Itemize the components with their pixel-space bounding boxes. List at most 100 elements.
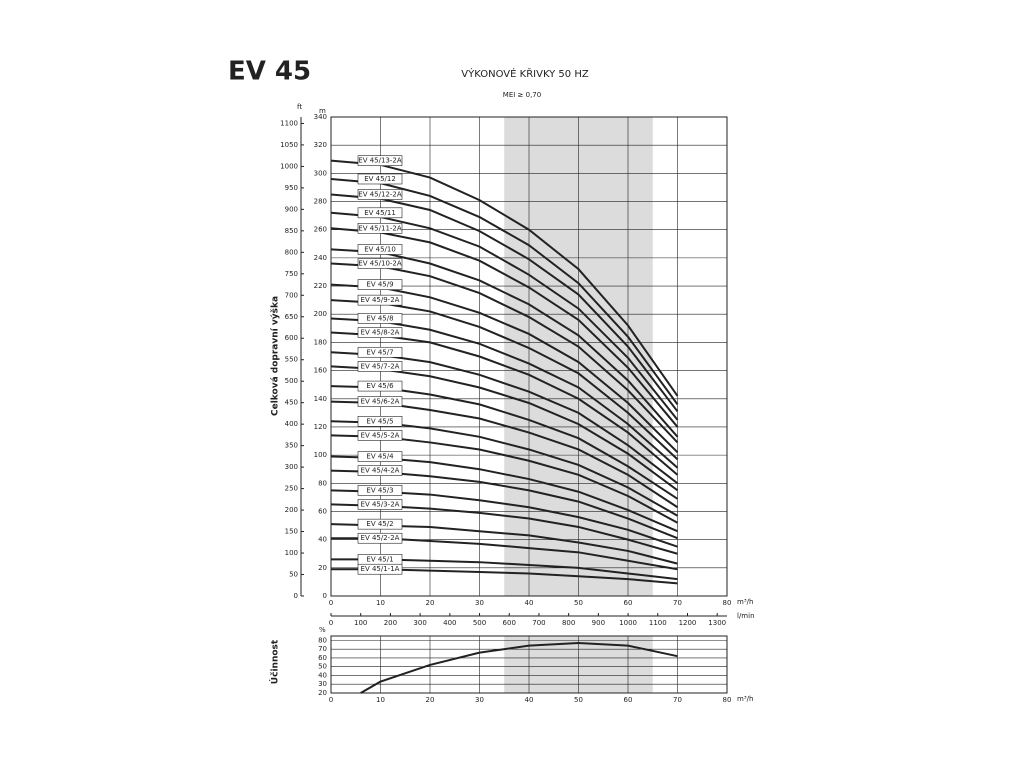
x2-tick-label: 100	[354, 619, 367, 627]
x-unit: m³/h	[737, 598, 753, 606]
y-tick-label: 240	[314, 254, 327, 262]
y2-tick-label: 350	[285, 442, 298, 450]
x2-unit: l/min	[737, 612, 755, 620]
curve-label: EV 45/1-1A	[361, 565, 400, 573]
curve-label-box	[357, 396, 403, 407]
x2-tick-label: 200	[384, 619, 397, 627]
x-tick-label: 30	[475, 599, 484, 607]
y2-tick-label: 700	[285, 291, 298, 299]
curve-label-box	[357, 430, 403, 441]
y2-tick-label: 150	[285, 528, 298, 536]
y-axis-label: Účinnost	[269, 639, 281, 684]
curve	[330, 193, 679, 413]
x2-tick-label: 1200	[679, 619, 697, 627]
x-tick-label: 70	[673, 599, 682, 607]
y-tick-label: 160	[314, 367, 327, 375]
curve-label: EV 45/2	[366, 520, 393, 528]
y-tick-label: 200	[314, 310, 327, 318]
curve-label-box	[357, 380, 403, 392]
x-unit: m³/h	[737, 695, 753, 703]
curve-label-box	[357, 173, 403, 185]
curve-label: EV 45/4-2A	[361, 467, 400, 475]
y2-tick-label: 850	[285, 227, 298, 235]
curve-label: EV 45/3-2A	[361, 500, 400, 508]
curve-label: EV 45/5	[366, 417, 393, 425]
y-tick-label: 70	[318, 645, 327, 653]
curve-label-box	[357, 258, 403, 269]
y2-unit: ft	[297, 103, 302, 111]
curve-label: EV 45/3	[366, 486, 393, 494]
y2-tick-label: 100	[285, 549, 298, 557]
x-tick-label: 40	[525, 696, 534, 704]
x2-tick-label: 1000	[619, 619, 637, 627]
y-tick-label: 50	[318, 663, 327, 671]
curve-label: EV 45/7-2A	[361, 362, 400, 370]
x-tick-label: 20	[426, 696, 435, 704]
y2-tick-label: 1050	[280, 141, 298, 149]
y-tick-label: 80	[318, 479, 327, 487]
y2-tick-label: 650	[285, 313, 298, 321]
y2-tick-label: 550	[285, 356, 298, 364]
curve-label: EV 45/9-2A	[361, 296, 400, 304]
x-tick-label: 20	[426, 599, 435, 607]
curve-label-box	[357, 499, 403, 510]
x-tick-label: 60	[624, 599, 633, 607]
curve-label-box	[357, 465, 403, 476]
y2-tick-label: 1000	[280, 162, 298, 170]
curve-label: EV 45/1	[366, 555, 393, 563]
x-tick-label: 50	[574, 696, 583, 704]
curve-label-box	[357, 563, 403, 575]
curve-label-box	[357, 207, 403, 219]
x-tick-label: 10	[376, 599, 385, 607]
x-tick-label: 30	[475, 696, 484, 704]
x2-tick-label: 800	[562, 619, 575, 627]
chart-title: EV 45	[228, 57, 311, 87]
curve	[330, 211, 679, 421]
x2-tick-label: 400	[443, 619, 456, 627]
y-tick-label: 180	[314, 338, 327, 346]
y2-tick-label: 950	[285, 184, 298, 192]
curve-label: EV 45/10	[364, 245, 396, 253]
curve	[330, 227, 679, 428]
curve-label: EV 45/12-2A	[358, 190, 402, 198]
curve-label-box	[357, 485, 403, 496]
x-tick-label: 60	[624, 696, 633, 704]
curve-label: EV 45/13-2A	[358, 157, 402, 165]
curve-label-box	[357, 294, 403, 306]
curve-label-box	[357, 244, 403, 255]
y-tick-label: 60	[318, 654, 327, 662]
x-tick-label: 0	[329, 696, 333, 704]
curve-label: EV 45/6-2A	[361, 398, 400, 406]
curve-label: EV 45/9	[366, 281, 393, 289]
curve-label-box	[357, 451, 403, 462]
curve-label: EV 45/8-2A	[361, 329, 400, 337]
x-tick-label: 80	[723, 599, 732, 607]
x-tick-label: 50	[574, 599, 583, 607]
curve-label-box	[357, 361, 403, 372]
y-unit: %	[319, 626, 326, 634]
curve-label-box	[357, 518, 403, 530]
curve-label-box	[357, 279, 403, 290]
y-tick-label: 20	[318, 564, 327, 572]
x2-tick-label: 300	[413, 619, 426, 627]
x-tick-label: 10	[376, 696, 385, 704]
y2-tick-label: 400	[285, 420, 298, 428]
y-tick-label: 30	[318, 680, 327, 688]
curve-label: EV 45/11	[364, 209, 396, 217]
x2-tick-label: 700	[532, 619, 545, 627]
x2-tick-label: 500	[473, 619, 486, 627]
y2-tick-label: 1100	[280, 119, 298, 127]
y2-tick-label: 200	[285, 506, 298, 514]
y-tick-label: 280	[314, 198, 327, 206]
y-tick-label: 220	[314, 282, 327, 290]
x-tick-label: 40	[525, 599, 534, 607]
x-tick-label: 70	[673, 696, 682, 704]
x-tick-label: 80	[723, 696, 732, 704]
y-tick-label: 20	[318, 689, 327, 697]
y-tick-label: 0	[323, 592, 327, 600]
curve	[330, 177, 679, 405]
y2-tick-label: 750	[285, 270, 298, 278]
curve-label: EV 45/10-2A	[358, 260, 402, 268]
curve-label-box	[357, 532, 403, 544]
